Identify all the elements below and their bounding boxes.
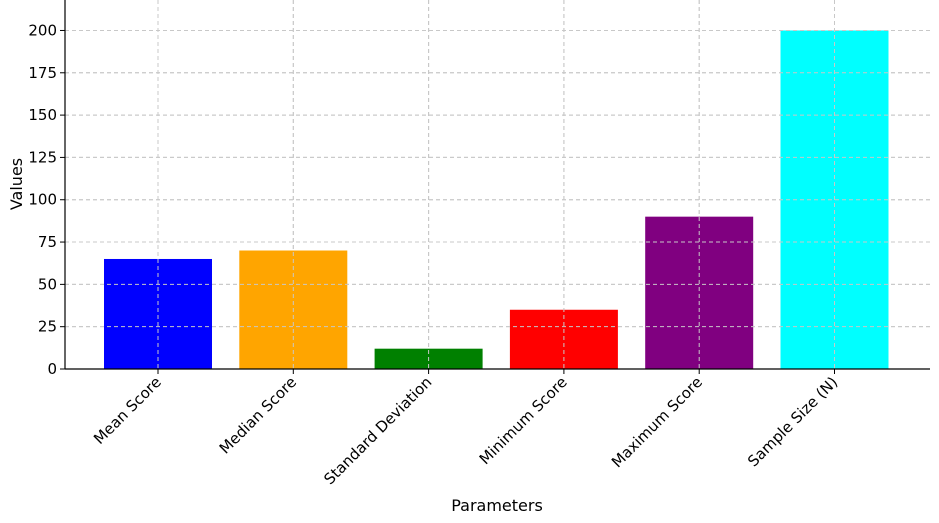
grid-overlay <box>65 0 930 369</box>
y-axis-title: Values <box>7 158 26 210</box>
y-tick-label: 175 <box>28 64 57 82</box>
y-tick-label: 25 <box>38 318 57 336</box>
x-tick-label: Mean Score <box>90 373 165 448</box>
x-tick-label: Maximum Score <box>608 373 706 471</box>
y-tick-label: 0 <box>47 360 57 378</box>
y-tick-labels: 0 25 50 75 100 125 150 175 200 <box>28 21 57 378</box>
x-tick-label: Median Score <box>216 373 300 457</box>
x-tick-label: Sample Size (N) <box>744 373 841 470</box>
x-tick-label: Minimum Score <box>476 373 571 468</box>
x-axis-title: Parameters <box>451 496 543 515</box>
y-tick-label: 150 <box>28 106 57 124</box>
y-tick-label: 200 <box>28 21 57 39</box>
x-tick-label: Standard Deviation <box>320 373 435 488</box>
axes <box>60 0 930 374</box>
y-tick-label: 100 <box>28 191 57 209</box>
y-tick-label: 50 <box>38 275 57 293</box>
y-tick-label: 75 <box>38 233 57 251</box>
y-tick-label: 125 <box>28 148 57 166</box>
x-tick-labels: Mean Score Median Score Standard Deviation… <box>90 373 841 488</box>
